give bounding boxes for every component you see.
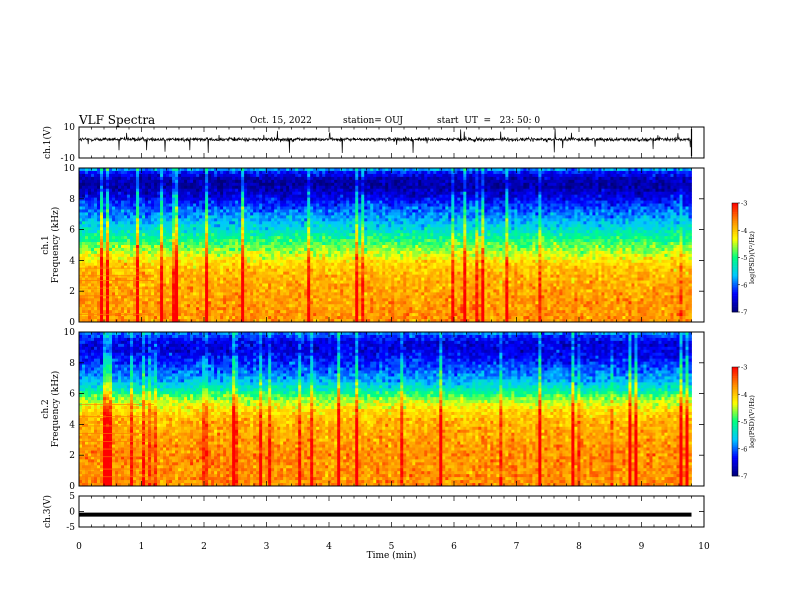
y-axis-label: ch.2 bbox=[41, 399, 51, 418]
y-ticklabel: 10 bbox=[64, 328, 76, 338]
y-ticklabel: 6 bbox=[69, 390, 75, 400]
y-ticklabel: 8 bbox=[69, 195, 75, 205]
x-ticklabel: 8 bbox=[576, 542, 582, 552]
spectrogram-ch2 bbox=[79, 332, 692, 486]
y-ticklabel: 5 bbox=[69, 492, 75, 502]
y-ticklabel: 0 bbox=[69, 482, 75, 492]
colorbar-ticklabel: -7 bbox=[741, 473, 747, 481]
x-ticklabel: 0 bbox=[76, 542, 82, 552]
y-ticklabel: 4 bbox=[69, 420, 75, 430]
colorbar-label: log(PSD)(V²/Hz) bbox=[748, 395, 756, 448]
colorbar-ticklabel: -4 bbox=[741, 391, 747, 399]
y-axis-label: ch.3(V) bbox=[42, 495, 53, 528]
y-ticklabel: 2 bbox=[69, 287, 75, 297]
y-ticklabel: 0 bbox=[69, 318, 75, 328]
x-ticklabel: 1 bbox=[139, 542, 145, 552]
y-ticklabel: -5 bbox=[66, 523, 75, 533]
x-ticklabel: 2 bbox=[201, 542, 207, 552]
colorbar-label: log(PSD)(V²/Hz) bbox=[748, 231, 756, 284]
y-ticklabel: 2 bbox=[69, 451, 75, 461]
colorbar-ch1 bbox=[732, 203, 740, 312]
colorbar-ticklabel: -7 bbox=[741, 309, 747, 317]
y-ticklabel: 0 bbox=[69, 508, 75, 518]
colorbar-ch2 bbox=[732, 367, 740, 476]
y-axis-label: ch.1(V) bbox=[42, 126, 53, 159]
x-ticklabel: 7 bbox=[514, 542, 520, 552]
x-ticklabel: 6 bbox=[451, 542, 457, 552]
y-ticklabel: 10 bbox=[64, 123, 76, 133]
y-ticklabel: -10 bbox=[61, 154, 76, 164]
y-ticklabel: 4 bbox=[69, 256, 75, 266]
waveform-ch1 bbox=[79, 129, 692, 153]
colorbar-ticklabel: -3 bbox=[741, 200, 747, 208]
y-ticklabel: 10 bbox=[64, 164, 76, 174]
y-axis-label: Frequency (kHz) bbox=[50, 207, 61, 284]
spectrogram-ch1 bbox=[79, 168, 692, 322]
y-ticklabel: 6 bbox=[69, 226, 75, 236]
y-ticklabel: 8 bbox=[69, 359, 75, 369]
x-ticklabel: 4 bbox=[326, 542, 332, 552]
x-axis-label: Time (min) bbox=[367, 550, 417, 561]
x-ticklabel: 9 bbox=[639, 542, 645, 552]
y-axis-label: ch.1 bbox=[41, 235, 51, 254]
colorbar-ticklabel: -5 bbox=[741, 418, 747, 426]
x-ticklabel: 10 bbox=[698, 542, 710, 552]
colorbar-ticklabel: -6 bbox=[741, 445, 747, 453]
colorbar-ticklabel: -4 bbox=[741, 227, 747, 235]
y-axis-label: Frequency (kHz) bbox=[50, 371, 61, 448]
colorbar-ticklabel: -5 bbox=[741, 254, 747, 262]
colorbar-ticklabel: -6 bbox=[741, 281, 747, 289]
x-ticklabel: 3 bbox=[264, 542, 270, 552]
colorbar-ticklabel: -3 bbox=[741, 364, 747, 372]
